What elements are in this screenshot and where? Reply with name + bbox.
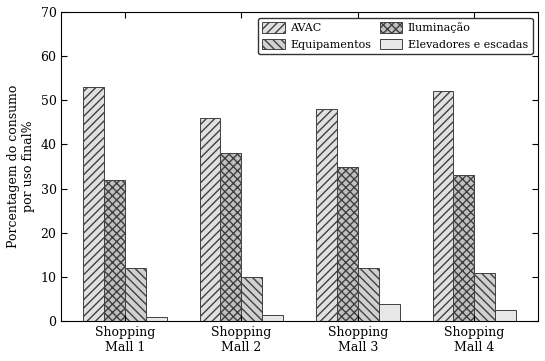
Bar: [83, 87, 104, 321]
Bar: [316, 109, 337, 321]
Bar: [221, 153, 241, 321]
Y-axis label: Porcentagem do consumo
por uso final%: Porcentagem do consumo por uso final%: [7, 85, 35, 248]
Bar: [453, 175, 475, 321]
Bar: [433, 91, 453, 321]
Bar: [199, 118, 221, 321]
Bar: [337, 166, 358, 321]
Bar: [379, 304, 400, 321]
Bar: [146, 317, 167, 321]
Legend: AVAC, Equipamentos, Iluminação, Elevadores e escadas: AVAC, Equipamentos, Iluminação, Elevador…: [258, 17, 532, 54]
Bar: [263, 314, 283, 321]
Bar: [125, 268, 146, 321]
Bar: [104, 180, 125, 321]
Bar: [475, 273, 495, 321]
Bar: [358, 268, 379, 321]
Bar: [495, 310, 517, 321]
Bar: [241, 277, 263, 321]
